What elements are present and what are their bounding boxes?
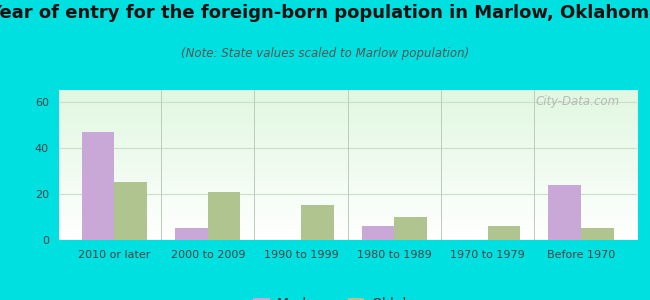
Text: (Note: State values scaled to Marlow population): (Note: State values scaled to Marlow pop… (181, 46, 469, 59)
Bar (82, 131, 114, 240)
Bar (175, 229, 208, 240)
Bar (549, 184, 581, 240)
Text: City-Data.com: City-Data.com (536, 94, 619, 107)
Bar (114, 182, 147, 240)
Text: Year of entry for the foreign-born population in Marlow, Oklahoma: Year of entry for the foreign-born popul… (0, 4, 650, 22)
Legend: Marlow, Oklahoma: Marlow, Oklahoma (248, 292, 448, 300)
Bar (362, 226, 395, 240)
Bar (581, 229, 614, 240)
Bar (301, 206, 333, 240)
Bar (208, 191, 240, 240)
Bar (395, 217, 427, 240)
Bar (488, 226, 521, 240)
